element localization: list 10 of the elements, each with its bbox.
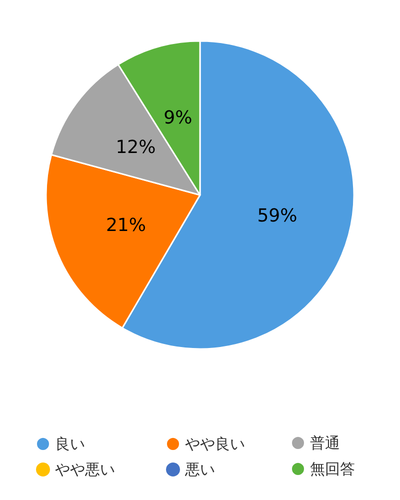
data-label: 12%: [116, 136, 156, 158]
data-label: 21%: [106, 214, 146, 236]
legend-label: 無回答: [310, 460, 355, 478]
legend-label: やや悪い: [55, 460, 115, 478]
legend-label: 普通: [310, 434, 340, 452]
legend-label: 悪い: [184, 460, 215, 478]
data-label: 59%: [257, 205, 298, 226]
legend-label: やや良い: [185, 435, 245, 453]
data-label: 9%: [164, 108, 192, 129]
legend-label: 良い: [55, 435, 85, 453]
